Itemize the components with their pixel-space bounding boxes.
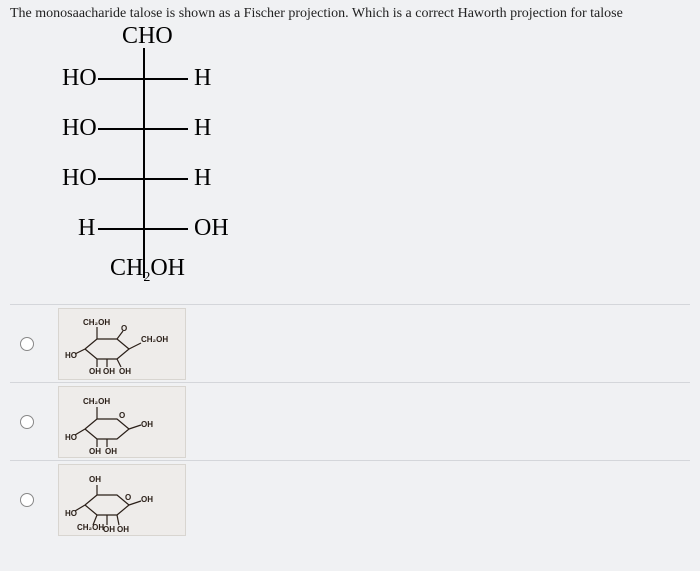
opt2-ch2oh: CH₂OH [83,397,110,406]
opt3-oh-tl: OH [89,475,101,484]
opt2-ho: HO [65,433,77,442]
option-row-1[interactable]: CH₂OH O CH₂OH HO OH OH OH [10,304,690,382]
fischer-top-label: CHO [122,24,173,48]
radio-1[interactable] [20,337,34,351]
fischer-bottom-label: CH2OH [110,256,185,285]
opt1-oh1: OH [89,367,101,376]
fischer-projection: CHO HO H HO H HO H H OH CH2OH [50,28,250,298]
opt1-o: O [121,324,127,333]
opt1-ch2oh-tl: CH₂OH [83,318,110,327]
option-row-2[interactable]: CH₂OH O HO OH OH OH [10,382,690,460]
opt3-ch2oh: CH₂OH [77,523,104,532]
fischer-left-2: HO [62,116,97,140]
opt3-o: O [125,493,131,502]
fischer-right-3: H [194,166,211,190]
fischer-hline-4 [98,228,188,230]
fischer-left-4: H [78,216,95,240]
fischer-left-1: HO [62,66,97,90]
radio-3[interactable] [20,493,34,507]
option-thumb-1: CH₂OH O CH₂OH HO OH OH OH [58,308,186,380]
radio-2[interactable] [20,415,34,429]
opt2-oh1: OH [89,447,101,456]
opt1-oh3: OH [119,367,131,376]
fischer-right-4: OH [194,216,229,240]
opt3-oh1: OH [103,525,115,534]
fischer-left-3: HO [62,166,97,190]
fischer-hline-3 [98,178,188,180]
opt2-o: O [119,411,125,420]
fischer-hline-2 [98,128,188,130]
fischer-hline-1 [98,78,188,80]
opt2-oh4: OH [141,420,153,429]
opt1-oh2: OH [103,367,115,376]
question-text: The monosaacharide talose is shown as a … [10,6,690,22]
opt3-oh-r: OH [141,495,153,504]
opt3-ho: HO [65,509,77,518]
opt1-ho: HO [65,351,77,360]
fischer-vertical-line [143,48,145,278]
option-thumb-3: OH O OH HO CH₂OH OH OH [58,464,186,536]
haworth-icon-2 [59,387,187,459]
option-thumb-2: CH₂OH O HO OH OH OH [58,386,186,458]
fischer-right-2: H [194,116,211,140]
option-row-3[interactable]: OH O OH HO CH₂OH OH OH [10,460,690,538]
fischer-right-1: H [194,66,211,90]
opt3-oh2: OH [117,525,129,534]
options-list: CH₂OH O CH₂OH HO OH OH OH [10,304,690,538]
opt1-ch2oh-r: CH₂OH [141,335,168,344]
opt2-oh2: OH [105,447,117,456]
